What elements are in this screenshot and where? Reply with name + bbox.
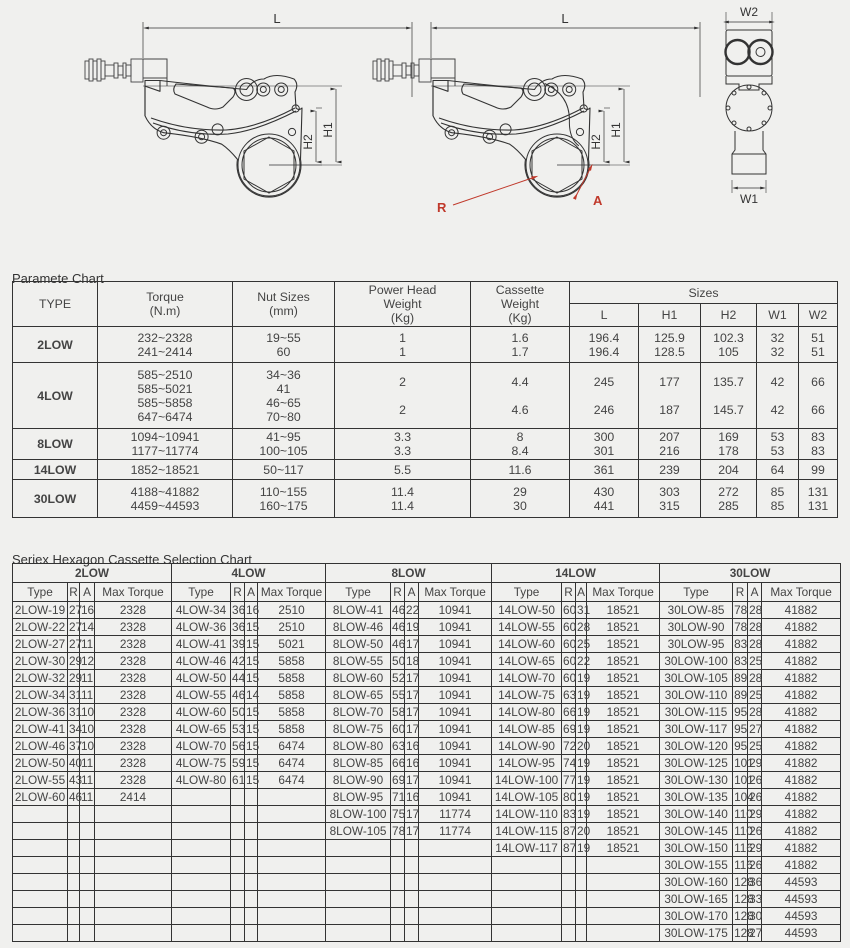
svg-text:A: A <box>593 193 603 208</box>
svg-text:W1: W1 <box>740 192 758 206</box>
svg-text:W2: W2 <box>740 5 758 19</box>
svg-text:R: R <box>437 200 447 215</box>
